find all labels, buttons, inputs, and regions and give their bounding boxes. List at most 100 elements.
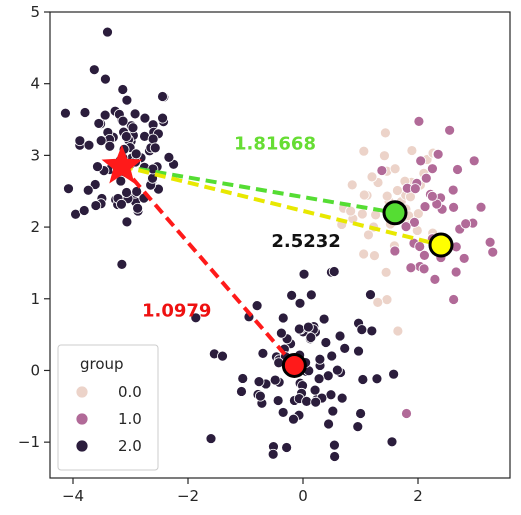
data-point — [115, 175, 127, 187]
distance-label: 1.0979 — [142, 301, 211, 322]
data-point — [83, 139, 95, 151]
data-point — [386, 436, 398, 448]
data-point — [379, 150, 390, 162]
data-point — [78, 205, 90, 216]
data-point — [334, 330, 346, 342]
legend-marker — [75, 412, 89, 426]
data-point — [331, 364, 343, 376]
data-point — [409, 183, 421, 194]
data-point — [323, 418, 334, 430]
legend-marker — [75, 439, 89, 453]
data-point — [277, 312, 289, 324]
y-axis: −1 0 1 2 3 4 5 — [18, 3, 50, 451]
data-point — [327, 405, 339, 417]
data-point — [432, 148, 444, 160]
data-point — [116, 198, 127, 210]
data-point — [356, 208, 368, 220]
data-point — [120, 131, 132, 142]
data-point — [448, 294, 460, 305]
data-point — [376, 165, 388, 176]
data-point — [237, 373, 249, 384]
data-point — [99, 109, 111, 121]
data-point — [79, 107, 91, 118]
data-point — [339, 342, 351, 354]
data-point — [132, 202, 144, 214]
data-point — [420, 172, 432, 184]
distance-line — [121, 164, 442, 247]
data-point — [381, 294, 393, 306]
legend-label: 1.0 — [118, 410, 142, 428]
x-tick-label: −2 — [177, 487, 199, 505]
data-point — [371, 373, 383, 385]
data-point — [358, 248, 370, 260]
data-point — [353, 345, 364, 357]
data-point — [372, 296, 384, 308]
legend: group 0.0 1.0 2.0 — [57, 344, 159, 471]
data-point — [269, 374, 281, 386]
data-point — [484, 236, 496, 248]
data-point — [302, 321, 314, 333]
data-point — [310, 396, 322, 408]
data-point — [365, 289, 376, 301]
distance-label: 1.81668 — [234, 134, 316, 155]
data-point — [275, 327, 287, 339]
data-point — [293, 323, 305, 335]
data-point — [251, 300, 263, 312]
data-point — [149, 142, 161, 154]
data-point — [116, 258, 128, 270]
data-point — [405, 262, 417, 274]
data-point — [121, 94, 133, 106]
data-point — [139, 112, 151, 124]
data-point — [389, 163, 401, 175]
data-point — [253, 376, 265, 388]
data-point — [257, 347, 269, 359]
data-point — [95, 135, 107, 147]
data-point — [254, 390, 266, 402]
legend-marker — [75, 385, 89, 399]
data-point — [345, 205, 357, 217]
y-tick-label: 1 — [30, 290, 40, 308]
data-point — [267, 448, 279, 460]
distance-lines — [120, 164, 442, 367]
data-point — [121, 216, 133, 228]
data-point — [301, 395, 312, 407]
data-point — [93, 118, 105, 129]
data-point — [392, 325, 404, 337]
legend-title: group — [80, 355, 124, 373]
data-point — [448, 201, 459, 213]
distance-labels: 1.81668 2.5232 1.0979 — [142, 134, 341, 322]
data-point — [450, 266, 462, 278]
y-tick-label: −1 — [18, 433, 40, 451]
data-point — [419, 249, 430, 261]
data-point — [406, 145, 418, 156]
data-point — [355, 408, 366, 419]
data-point — [127, 122, 139, 134]
data-point — [121, 187, 132, 198]
data-point — [392, 185, 403, 196]
data-point — [415, 155, 427, 167]
data-point — [157, 91, 168, 102]
data-point — [358, 145, 370, 157]
data-point — [117, 115, 129, 127]
target-marker — [281, 352, 307, 378]
data-point — [401, 408, 412, 419]
legend-label: 2.0 — [118, 437, 142, 455]
data-point — [131, 186, 143, 197]
data-point — [88, 64, 100, 76]
distance-line — [121, 164, 396, 215]
data-point — [409, 216, 420, 228]
data-point — [320, 337, 332, 348]
data-point — [190, 312, 202, 324]
data-point — [90, 200, 102, 211]
data-point — [100, 73, 111, 85]
data-point — [313, 373, 325, 385]
data-point — [388, 368, 400, 380]
data-point — [329, 439, 340, 451]
data-point — [475, 201, 487, 213]
data-point — [413, 115, 425, 127]
data-point — [357, 374, 369, 385]
data-point — [389, 245, 401, 257]
data-point — [129, 108, 141, 120]
distance-label: 2.5232 — [271, 231, 340, 252]
